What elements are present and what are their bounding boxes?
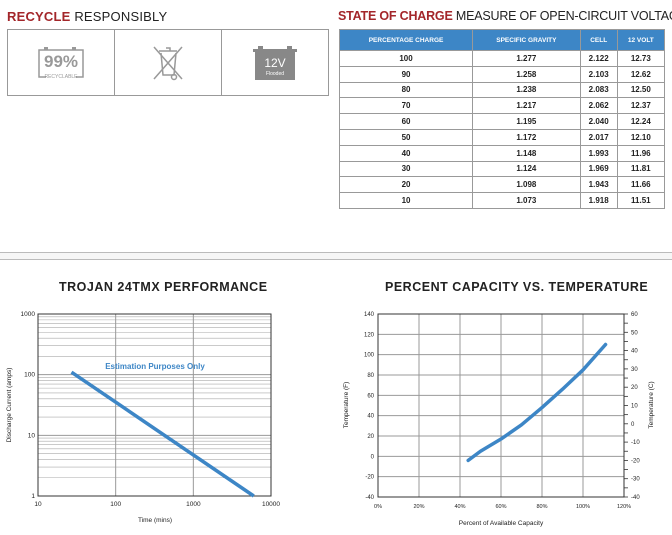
y-right-tick-label: -10 [631, 440, 640, 446]
x-tick-label: 60% [495, 504, 506, 510]
y-right-tick-label: 10 [631, 404, 638, 410]
x-axis-label: Percent of Available Capacity [459, 520, 544, 527]
battery-type: Flooded [266, 71, 284, 77]
state-of-charge-table: PERCENTAGE CHARGE SPECIFIC GRAVITY CELL 12 … [338, 29, 666, 209]
title-rest: RESPONSIBLY [70, 9, 168, 24]
table-row: 70 1.217 2.062 12.37 [338, 97, 666, 115]
x-tick-label: 40% [454, 504, 465, 510]
y-tick-label: 100 [364, 353, 375, 359]
recycle-icons-box: 99% RECYCLABLE 12V Flooded [7, 29, 329, 96]
table-row: 10 1.073 1.918 11.51 [338, 192, 666, 209]
title-rest: MEASURE OF OPEN-CIRCUIT VOLTAGE [452, 9, 672, 23]
y-tick-label: 60 [367, 393, 374, 399]
series-line [70, 370, 255, 498]
column-header: SPECIFIC GRAVITY [472, 29, 581, 51]
title-accent: STATE OF CHARGE [338, 9, 453, 23]
recycle-title: RECYCLE RESPONSIBLY [7, 9, 167, 24]
table-header-row: PERCENTAGE CHARGE SPECIFIC GRAVITY CELL 12 … [338, 29, 666, 51]
table-row: 60 1.195 2.040 12.24 [338, 113, 666, 130]
x-tick-label: 1000 [186, 501, 201, 508]
y-right-tick-label: 0 [631, 422, 635, 428]
x-tick-label: 100% [576, 504, 590, 510]
flooded-battery-icon: 12V Flooded [222, 30, 328, 95]
table-row: 30 1.124 1.969 11.81 [338, 160, 666, 178]
y-tick-label: 100 [24, 372, 35, 379]
x-tick-label: 120% [617, 504, 631, 510]
y-tick-label: 140 [364, 312, 375, 318]
table-cell: 11.51 [616, 192, 666, 209]
state-of-charge-title: STATE OF CHARGE MEASURE OF OPEN-CIRCUIT … [338, 9, 672, 23]
y-right-axis-label: Temperature (C) [648, 381, 655, 428]
y-axis-label: Temperature (F) [343, 382, 350, 429]
column-header: CELL [579, 29, 618, 51]
y-axis-label: Discharge Current (amps) [6, 368, 13, 443]
series-line [466, 342, 608, 463]
x-axis-label: Time (mins) [138, 517, 172, 524]
y-right-tick-label: -40 [631, 495, 640, 501]
table-row: 80 1.238 2.083 12.50 [338, 81, 666, 99]
chart-title-performance: TROJAN 24TMX PERFORMANCE [59, 280, 268, 294]
plot-frame [37, 313, 272, 497]
battery-voltage: 12V [264, 56, 285, 70]
y-right-tick-label: 60 [631, 312, 638, 318]
y-right-tick-label: 50 [631, 330, 638, 336]
title-accent: RECYCLE [7, 9, 71, 24]
column-header: 12 VOLT [616, 29, 666, 51]
y-tick-label: 120 [364, 332, 375, 338]
table-cell: 10 [338, 192, 474, 209]
y-tick-label: 80 [367, 373, 374, 379]
y-right-tick-label: -30 [631, 477, 640, 483]
y-right-tick-label: 20 [631, 385, 638, 391]
y-tick-label: 10 [28, 432, 36, 439]
table-row: 90 1.258 2.103 12.62 [338, 65, 666, 83]
crossed-out-bin-icon [115, 30, 222, 95]
y-tick-label: 0 [371, 454, 375, 460]
x-tick-label: 0% [374, 504, 382, 510]
x-tick-label: 10000 [262, 501, 280, 508]
x-tick-label: 80% [536, 504, 547, 510]
y-right-tick-label: 40 [631, 349, 638, 355]
column-header: PERCENTAGE CHARGE [338, 29, 474, 51]
chart-annotation: Estimation Purposes Only [105, 362, 205, 371]
y-right-tick-label: 30 [631, 367, 638, 373]
x-tick-label: 100 [110, 501, 121, 508]
section-divider [0, 252, 672, 260]
y-tick-label: 40 [367, 414, 374, 420]
table-row: 20 1.098 1.943 11.66 [338, 176, 666, 194]
y-tick-label: -20 [365, 475, 374, 481]
y-tick-label: -40 [365, 495, 374, 501]
recyclable-label: RECYCLABLE [44, 74, 78, 80]
recyclable-battery-icon: 99% RECYCLABLE [8, 30, 115, 95]
y-tick-label: 20 [367, 434, 374, 440]
y-tick-label: 1000 [21, 311, 36, 318]
table-cell: 1.918 [579, 192, 618, 209]
recyclable-percent: 99% [44, 52, 78, 71]
chart-title-temperature: PERCENT CAPACITY VS. TEMPERATURE [385, 280, 649, 294]
table-row: 40 1.148 1.993 11.96 [338, 144, 666, 162]
y-tick-label: 1 [31, 493, 35, 500]
y-right-tick-label: -20 [631, 458, 640, 464]
x-tick-label: 20% [413, 504, 424, 510]
x-tick-label: 10 [34, 501, 42, 508]
table-cell: 40 [338, 144, 474, 162]
